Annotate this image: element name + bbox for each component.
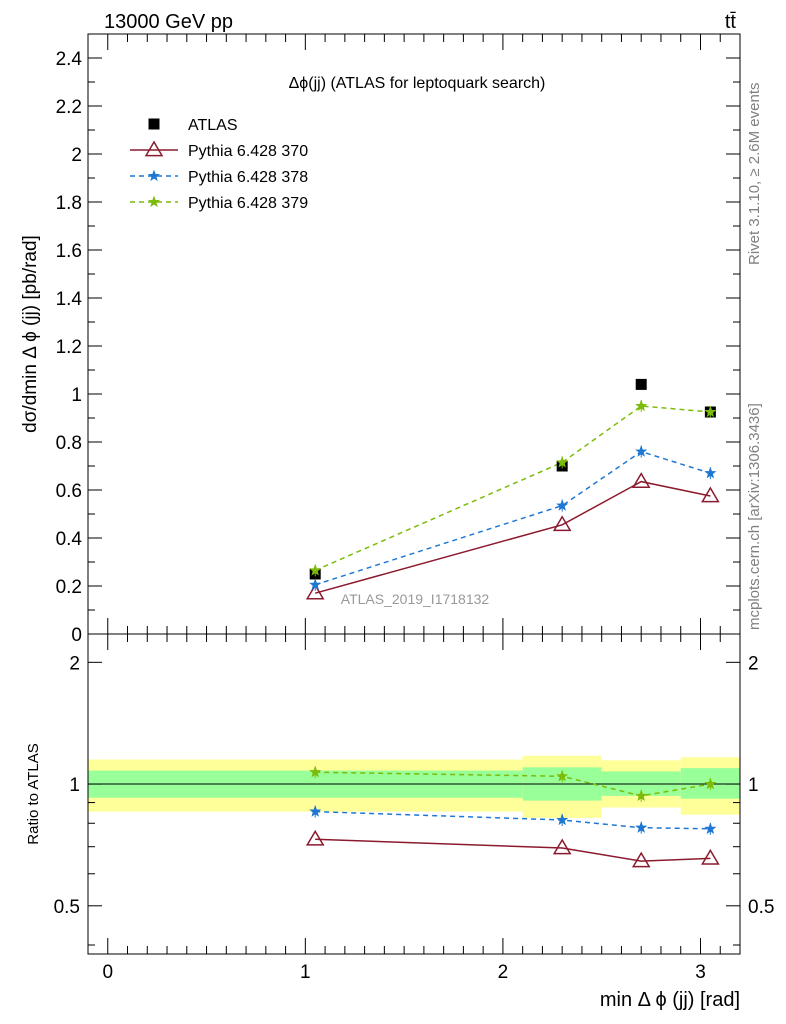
y-tick-label: 1.6 [56, 241, 82, 262]
main-series-marks [305, 378, 720, 600]
point-pythia-6-428-378 [309, 578, 322, 590]
ratio-point-pythia-6-428-378 [704, 822, 717, 834]
y-tick-label: 1.4 [56, 289, 83, 310]
ratio-point-pythia-6-428-379 [556, 769, 569, 782]
series-line-pythia-6-428-370 [314, 480, 711, 594]
ratio-series-marks [305, 765, 720, 868]
ratio-line-pythia-6-428-379 [315, 771, 711, 797]
point-pythia-6-428-370 [552, 515, 572, 532]
legend-marker-pythia-6-428-370 [144, 140, 164, 157]
point-pythia-6-428-379 [635, 399, 648, 412]
point-pythia-6-428-379 [556, 456, 569, 468]
ratio-point-pythia-6-428-378 [635, 821, 648, 833]
ratio-y-tick-label-right: 0.5 [748, 897, 774, 918]
y-tick-label: 1.8 [56, 193, 82, 214]
ratio-y-tick-label-right: 2 [748, 653, 759, 674]
header-right: tt̄ [725, 11, 737, 33]
ratio-ylabel: Ratio to ATLAS [25, 743, 42, 844]
ratio-series-lines [315, 771, 711, 862]
legend-label-pythia-6-428-379: Pythia 6.428 379 [188, 195, 308, 212]
point-pythia-6-428-370 [305, 583, 325, 600]
point-pythia-6-428-379 [704, 405, 717, 418]
legend-marker-atlas [148, 118, 160, 130]
series-line-pythia-6-428-379 [314, 405, 711, 572]
y-tick-label: 2 [71, 145, 82, 166]
main-ticks: 0 0.2 0.4 0.6 0.8 1 1.2 1.4 1.6 1.8 2 2.2 2.4 [56, 33, 741, 646]
ratio-ticks: 0.5 0.5 1 1 2 2 0 1 2 3 [54, 634, 774, 983]
y-tick-label: 1 [71, 385, 82, 406]
ratio-uncertainty-bands [88, 755, 740, 818]
x-tick-label: 1 [300, 962, 311, 983]
main-title: Δϕ(jj) (ATLAS for leptoquark search) [289, 75, 546, 92]
point-pythia-6-428-370 [701, 486, 720, 503]
legend-marker-pythia-6-428-378 [147, 169, 161, 182]
point-pythia-6-428-378 [704, 466, 717, 479]
ratio-y-tick-label: 2 [69, 653, 80, 674]
y-tick-label: 0.6 [56, 481, 82, 502]
ratio-point-pythia-6-428-378 [556, 813, 569, 826]
ratio-point-pythia-6-428-379 [635, 789, 648, 802]
legend-label-pythia-6-428-378: Pythia 6.428 378 [188, 169, 308, 186]
y-tick-label: 2.4 [56, 49, 83, 70]
ratio-point-pythia-6-428-379 [704, 777, 717, 790]
x-tick-label: 3 [695, 962, 706, 983]
legend-marker-pythia-6-428-379 [147, 195, 161, 208]
y-tick-label: 0 [71, 625, 82, 646]
series-line-pythia-6-428-378 [314, 450, 711, 586]
point-pythia-6-428-379 [309, 564, 322, 576]
y-tick-label: 0.8 [56, 433, 82, 454]
ratio-point-pythia-6-428-378 [309, 805, 322, 817]
point-atlas [635, 378, 647, 390]
main-ylabel: dσ/dmin Δ ϕ (jj) [pb/rad] [20, 235, 41, 433]
ratio-y-tick-label: 0.5 [54, 897, 80, 918]
x-tick-label: 2 [498, 962, 509, 983]
header-left: 13000 GeV pp [104, 11, 233, 33]
x-tick-label: 0 [102, 962, 113, 983]
ratio-point-pythia-6-428-370 [631, 851, 651, 868]
ratio-point-pythia-6-428-370 [701, 848, 720, 865]
main-panel: 0 0.2 0.4 0.6 0.8 1 1.2 1.4 1.6 1.8 2 2.2 2.4 Δϕ(jj)… [20, 33, 741, 646]
y-tick-label: 0.4 [56, 529, 83, 550]
ratio-line-pythia-6-428-370 [315, 838, 711, 862]
y-tick-label: 0.2 [56, 577, 82, 598]
watermark: ATLAS_2019_I1718132 [341, 591, 490, 607]
ratio-panel: 0.5 0.5 1 1 2 2 0 1 2 3 Ratio to ATLAS min Δ ϕ (j… [25, 633, 774, 1011]
side-label-top: Rivet 3.1.10, ≥ 2.6M events [746, 83, 763, 266]
ratio-y-tick-label: 1 [69, 775, 80, 796]
x-axis-label: min Δ ϕ (jj) [rad] [600, 989, 740, 1011]
legend-label-pythia-6-428-370: Pythia 6.428 370 [188, 143, 308, 160]
main-series-lines [314, 405, 711, 594]
ratio-point-pythia-6-428-370 [552, 838, 572, 855]
ratio-point-pythia-6-428-379 [309, 765, 322, 778]
ratio-y-tick-label-right: 1 [748, 775, 759, 796]
point-pythia-6-428-378 [556, 499, 569, 511]
y-tick-label: 2.2 [56, 97, 82, 118]
ratio-frame [87, 633, 741, 955]
point-pythia-6-428-378 [635, 445, 648, 457]
y-tick-label: 1.2 [56, 337, 82, 358]
legend-label-atlas: ATLAS [188, 117, 238, 134]
point-pythia-6-428-370 [631, 472, 651, 488]
side-label-bottom: mcplots.cern.ch [arXiv:1306.3436] [746, 403, 763, 630]
ratio-line-pythia-6-428-378 [315, 810, 711, 830]
ratio-point-pythia-6-428-370 [305, 829, 325, 846]
legend: ATLAS Pythia 6.428 370 Pythia 6.428 378 Pyt… [130, 117, 308, 212]
